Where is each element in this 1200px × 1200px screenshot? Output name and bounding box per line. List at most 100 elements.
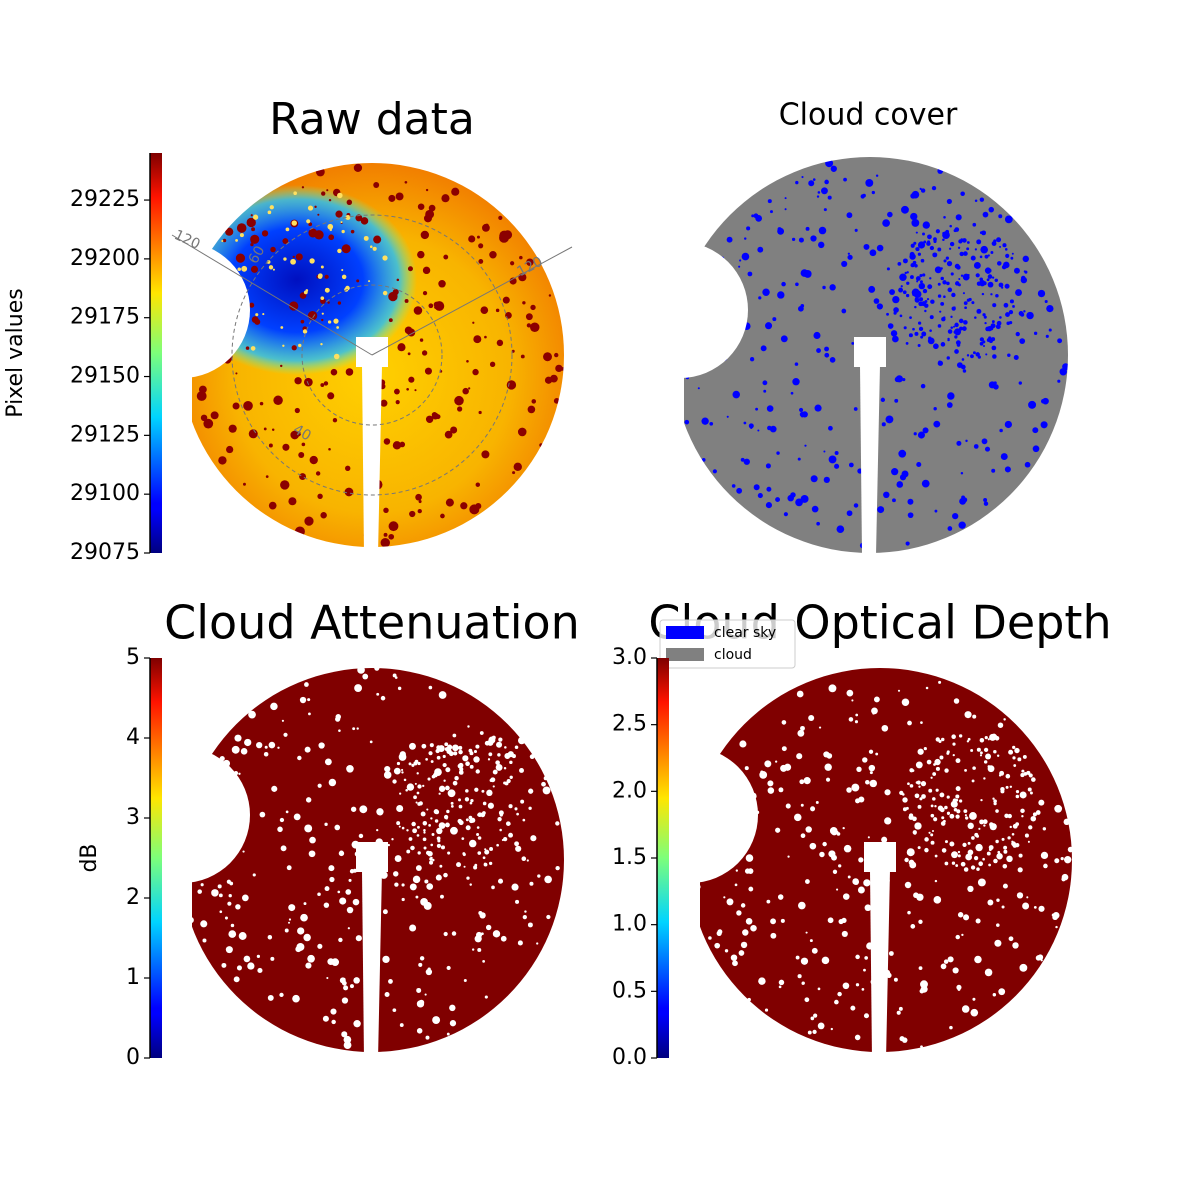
sky-spot xyxy=(953,807,958,812)
sky-spot xyxy=(1015,822,1020,827)
sky-spot xyxy=(760,345,767,352)
sky-spot xyxy=(1008,309,1014,315)
sky-spot xyxy=(457,763,463,769)
sky-spot xyxy=(766,405,774,412)
sky-spot xyxy=(401,883,405,887)
sky-spot xyxy=(514,841,519,847)
sky-spot xyxy=(380,871,388,879)
sky-spot xyxy=(973,262,981,269)
sky-spot xyxy=(907,512,914,519)
sky-spot xyxy=(848,462,854,468)
sky-spot xyxy=(416,1000,425,1008)
sky-spot xyxy=(380,538,390,548)
sky-spot xyxy=(504,753,511,759)
sky-spot xyxy=(900,285,903,288)
sky-spot xyxy=(334,824,341,831)
sky-spot xyxy=(803,269,812,278)
sky-spot xyxy=(1061,873,1069,881)
sky-spot xyxy=(996,923,1000,927)
sky-spot xyxy=(775,760,778,763)
sky-spot xyxy=(801,982,805,985)
sky-spot xyxy=(763,389,767,393)
sky-spot xyxy=(333,318,339,324)
colorbar-tick-label: 29200 xyxy=(70,246,140,271)
sky-spot xyxy=(409,510,416,518)
sky-spot xyxy=(976,281,982,286)
sky-spot xyxy=(892,498,896,503)
sky-spot xyxy=(247,962,255,970)
sky-spot xyxy=(950,272,954,276)
sky-spot xyxy=(850,1005,856,1011)
sky-spot xyxy=(478,243,484,249)
sky-spot xyxy=(957,988,961,991)
sky-spot xyxy=(427,969,431,973)
sky-spot xyxy=(1020,808,1025,814)
sky-spot xyxy=(924,847,929,853)
sky-spot xyxy=(746,226,751,231)
sky-spot xyxy=(392,779,397,784)
sky-spot xyxy=(1012,745,1016,749)
sky-spot xyxy=(222,238,227,243)
sky-spot xyxy=(270,956,275,961)
sky-spot xyxy=(214,292,224,302)
sky-spot xyxy=(1003,845,1008,850)
sky-spot xyxy=(904,881,912,889)
sky-spot xyxy=(243,955,251,963)
sky-spot xyxy=(244,738,252,747)
sky-spot xyxy=(764,760,772,768)
sky-spot xyxy=(309,836,316,844)
sky-spot xyxy=(919,280,923,284)
sky-spot xyxy=(435,874,442,881)
sky-spot xyxy=(422,291,428,296)
sky-spot xyxy=(1023,772,1028,776)
sky-spot xyxy=(1004,248,1008,251)
sky-spot xyxy=(543,776,548,781)
sky-spot xyxy=(732,960,738,967)
sky-spot xyxy=(817,191,821,194)
sky-spot xyxy=(382,909,388,915)
sky-spot xyxy=(982,340,986,344)
sky-spot xyxy=(541,781,546,787)
sky-spot xyxy=(967,885,974,893)
sky-spot xyxy=(796,690,804,698)
sky-spot xyxy=(917,431,925,439)
sky-spot xyxy=(428,685,433,690)
clear-region xyxy=(177,185,417,375)
sky-spot xyxy=(848,717,854,722)
sky-spot xyxy=(783,512,788,517)
sky-spot xyxy=(451,931,457,936)
sky-spot xyxy=(1003,302,1009,308)
sky-spot xyxy=(384,765,391,773)
sky-spot xyxy=(417,250,425,259)
sky-spot xyxy=(851,341,855,345)
sky-spot xyxy=(842,982,850,990)
sky-spot xyxy=(834,451,839,455)
sky-spot xyxy=(250,214,253,217)
sky-spot xyxy=(948,247,952,250)
sky-spot xyxy=(855,983,860,987)
sky-spot xyxy=(954,263,960,269)
sky-spot xyxy=(268,741,276,749)
sky-spot xyxy=(513,462,522,471)
sky-spot xyxy=(888,951,894,956)
sky-spot xyxy=(217,884,222,889)
sky-spot xyxy=(949,813,955,819)
sky-spot xyxy=(988,863,992,867)
sky-spot xyxy=(854,228,858,232)
sky-spot xyxy=(738,265,741,268)
sky-spot xyxy=(979,197,985,202)
sky-spot xyxy=(718,812,727,821)
sky-spot xyxy=(1019,791,1027,799)
sky-spot xyxy=(252,873,256,877)
sky-spot xyxy=(470,798,474,803)
sky-spot xyxy=(482,801,487,806)
sky-spot xyxy=(908,333,913,338)
sky-spot xyxy=(998,988,1006,996)
sky-spot xyxy=(320,511,327,519)
sky-spot xyxy=(468,815,473,820)
sky-spot xyxy=(477,836,482,840)
sky-spot xyxy=(863,1013,870,1019)
sky-spot xyxy=(300,452,304,456)
sky-spot xyxy=(734,883,738,887)
sky-spot xyxy=(798,901,806,910)
